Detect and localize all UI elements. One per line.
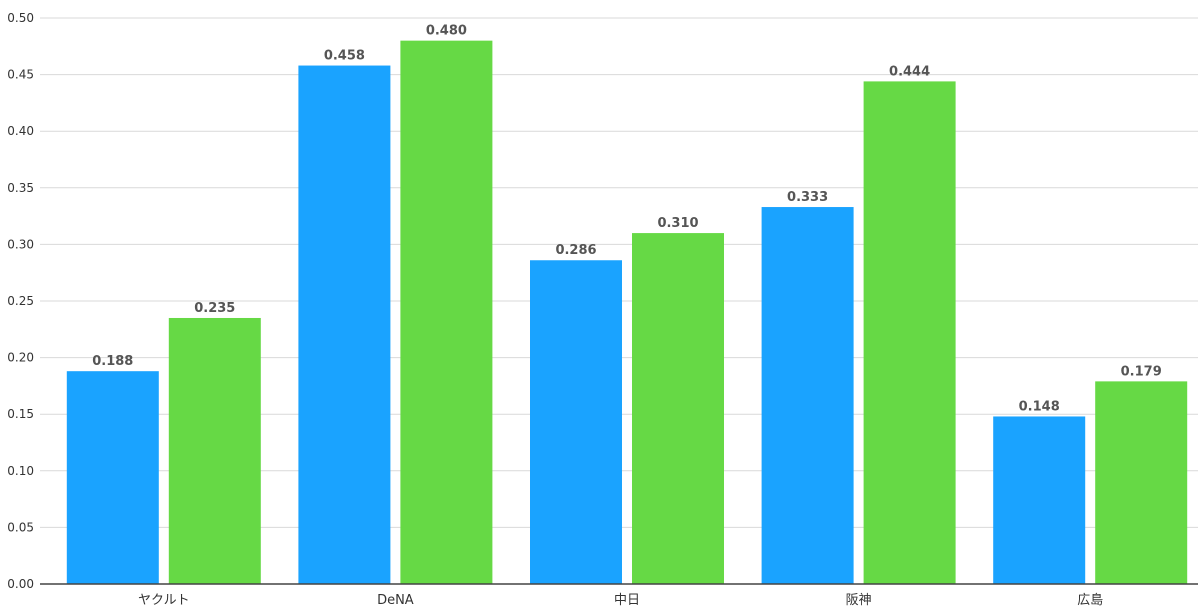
bar-ヤクルト-series-2 [168, 317, 261, 584]
data-label: 0.333 [787, 190, 828, 205]
bar-広島-series-1 [993, 416, 1086, 584]
y-tick-label: 0.45 [7, 68, 34, 82]
data-labels: 0.188 0.235 0.458 0.480 0.286 0.310 0.333 0.444… [92, 24, 1162, 415]
y-tick-label: 0.15 [7, 407, 34, 421]
data-label: 0.444 [889, 64, 930, 79]
bar-DeNA-series-1 [298, 65, 391, 584]
bar-中日-series-1 [530, 260, 622, 584]
bar-ヤクルト-series-1 [66, 371, 159, 584]
bar-中日-series-2 [632, 233, 724, 584]
bars [66, 40, 1188, 584]
y-tick-label: 0.10 [7, 464, 34, 478]
y-axis-ticks: 0.00 0.05 0.10 0.15 0.20 0.25 0.30 0.35 0.40 0.45… [7, 11, 34, 591]
y-tick-label: 0.35 [7, 181, 34, 195]
data-label: 0.458 [324, 49, 365, 64]
data-label: 0.188 [92, 354, 133, 369]
y-tick-label: 0.20 [7, 351, 34, 365]
data-label: 0.286 [555, 243, 596, 258]
x-axis-categories: ヤクルト DeNA 中日 阪神 広島 [138, 593, 1103, 608]
x-category-label: DeNA [377, 593, 414, 608]
y-tick-label: 0.40 [7, 124, 34, 138]
data-label: 0.310 [657, 216, 698, 231]
bar-阪神-series-1 [761, 207, 854, 584]
y-tick-label: 0.25 [7, 294, 34, 308]
x-category-label: 阪神 [846, 593, 872, 608]
x-category-label: 広島 [1077, 593, 1103, 608]
bar-阪神-series-2 [863, 81, 956, 584]
y-tick-label: 0.50 [7, 11, 34, 25]
bar-広島-series-2 [1095, 381, 1188, 584]
y-tick-label: 0.30 [7, 237, 34, 251]
data-label: 0.235 [194, 301, 235, 316]
data-label: 0.179 [1121, 364, 1162, 379]
data-label: 0.480 [426, 24, 467, 39]
x-category-label: ヤクルト [138, 593, 190, 608]
y-tick-label: 0.05 [7, 520, 34, 534]
data-label: 0.148 [1019, 399, 1060, 414]
y-tick-label: 0.00 [7, 577, 34, 591]
x-category-label: 中日 [614, 593, 640, 608]
bar-DeNA-series-2 [400, 40, 493, 584]
